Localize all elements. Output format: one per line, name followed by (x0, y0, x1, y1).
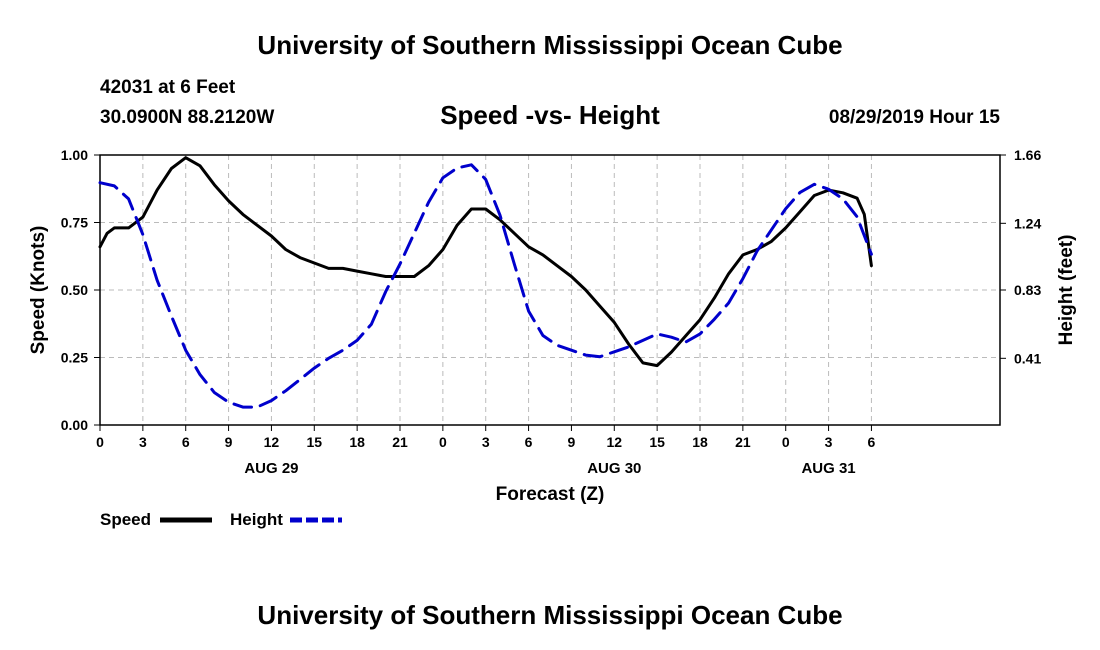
x-tick-label: 21 (735, 434, 751, 450)
y2-tick-label: 0.41 (1014, 350, 1041, 366)
chart-axes: 0 3 6 9 12 15 18 21 0 3 6 9 12 15 18 21 0 3 6 AUG 29 AUG 30 A… (61, 147, 1042, 477)
x-tick-label: 12 (264, 434, 280, 450)
series-layer (98, 156, 873, 409)
page-title-bottom: University of Southern Mississippi Ocean… (257, 600, 843, 630)
x-tick-label: 9 (225, 434, 233, 450)
y-axis-label: Speed (Knots) (28, 226, 49, 355)
x-tick-label: 9 (568, 434, 576, 450)
chart-grid (100, 155, 1000, 425)
y-tick-label: 0.00 (61, 417, 88, 433)
y-tick-label: 0.50 (61, 282, 88, 298)
date-label: AUG 29 (244, 460, 298, 477)
y2-tick-label: 1.66 (1014, 147, 1041, 163)
datetime-label: 08/29/2019 Hour 15 (828, 107, 1000, 128)
y-tick-label: 0.75 (61, 215, 88, 231)
coordinates-label: 30.0900N 88.2120W (100, 107, 275, 128)
legend-height-label: Height (230, 510, 283, 529)
x-tick-label: 3 (482, 434, 490, 450)
x-tick-label: 15 (306, 434, 322, 450)
x-tick-label: 6 (868, 434, 876, 450)
series-line-height (98, 163, 873, 409)
x-tick-label: 0 (96, 434, 104, 450)
y2-tick-label: 0.83 (1014, 282, 1041, 298)
y2-axis-label: Height (feet) (1056, 235, 1077, 346)
series-line-speed (98, 156, 873, 368)
x-tick-label: 0 (782, 434, 790, 450)
y-tick-label: 0.25 (61, 350, 88, 366)
legend: Speed Height (100, 510, 342, 529)
station-label: 42031 at 6 Feet (100, 77, 236, 98)
x-tick-label: 15 (649, 434, 665, 450)
x-tick-label: 18 (349, 434, 365, 450)
date-label: AUG 30 (587, 460, 641, 477)
x-tick-label: 18 (692, 434, 708, 450)
y2-tick-label: 1.24 (1014, 215, 1041, 231)
x-tick-label: 12 (606, 434, 622, 450)
page-title-top: University of Southern Mississippi Ocean… (257, 30, 843, 60)
x-tick-label: 21 (392, 434, 408, 450)
x-axis-label: Forecast (Z) (496, 484, 605, 505)
x-tick-label: 3 (825, 434, 833, 450)
chart-title: Speed -vs- Height (440, 100, 660, 130)
y-tick-label: 1.00 (61, 147, 88, 163)
x-tick-label: 3 (139, 434, 147, 450)
legend-speed-label: Speed (100, 510, 151, 529)
x-tick-label: 0 (439, 434, 447, 450)
x-tick-label: 6 (525, 434, 533, 450)
x-tick-label: 6 (182, 434, 190, 450)
date-label: AUG 31 (801, 460, 855, 477)
